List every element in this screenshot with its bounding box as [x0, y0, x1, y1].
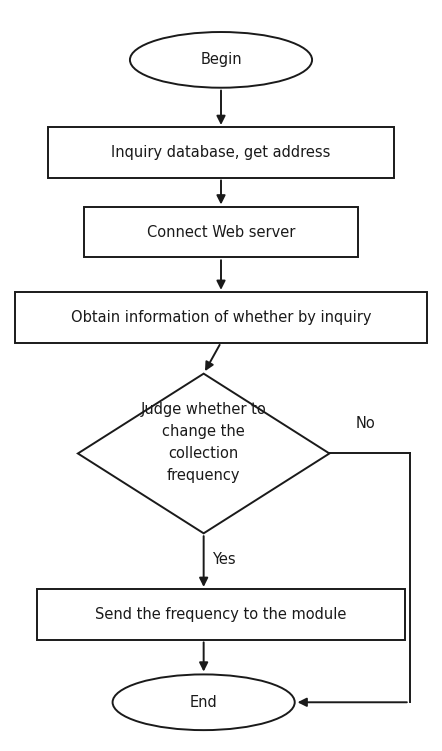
- Bar: [37, 590, 405, 640]
- Text: Inquiry database, get address: Inquiry database, get address: [111, 145, 331, 160]
- Text: Begin: Begin: [200, 53, 242, 68]
- Text: Send the frequency to the module: Send the frequency to the module: [95, 607, 347, 622]
- Text: Connect Web server: Connect Web server: [147, 225, 295, 240]
- Text: End: End: [190, 695, 217, 710]
- Text: No: No: [355, 416, 375, 431]
- Bar: [15, 292, 427, 342]
- Text: Yes: Yes: [212, 552, 236, 567]
- Text: Obtain information of whether by inquiry: Obtain information of whether by inquiry: [71, 310, 371, 325]
- Bar: [84, 207, 358, 258]
- Text: Judge whether to
change the
collection
frequency: Judge whether to change the collection f…: [141, 402, 267, 483]
- Bar: [48, 128, 394, 178]
